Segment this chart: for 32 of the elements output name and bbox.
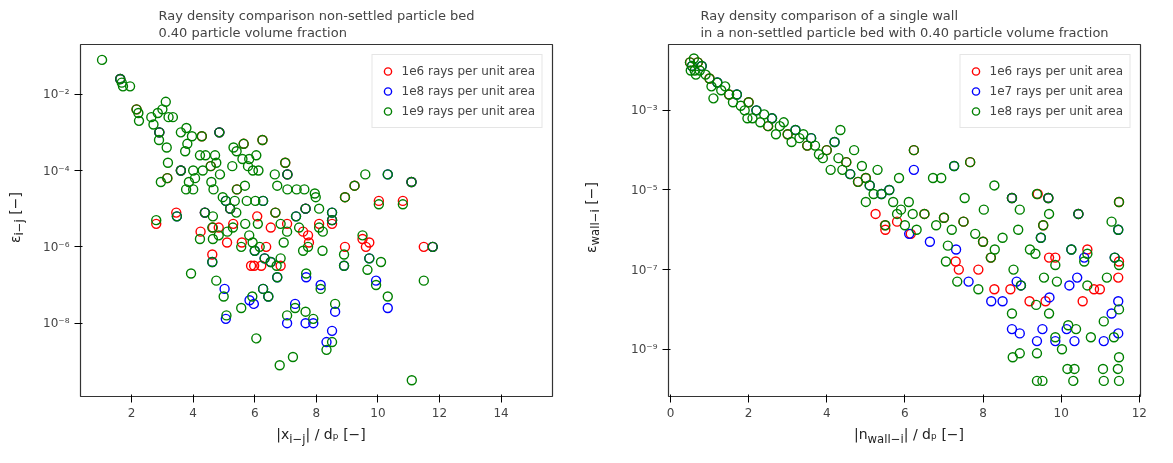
legend-label: 1e8 rays per unit area <box>989 104 1123 118</box>
chart-title: Ray density comparison of a single wall in a non-settled particle bed with 0.40 particle volume fraction <box>700 8 1109 40</box>
y-tick-label: 10⁻⁵ <box>631 182 658 197</box>
x-tick-label: 0 <box>666 405 675 420</box>
x-axis-title: |n$_{wall−i}$| / dₚ [−] <box>853 425 965 448</box>
x-axis-title: |x$_{i−j}$| / dₚ [−] <box>276 425 366 448</box>
y-tick-label: 10⁻⁶ <box>43 239 70 254</box>
x-tick-label: 6 <box>250 405 259 420</box>
x-tick-label: 14 <box>493 405 509 420</box>
x-tick-label: 8 <box>312 405 321 420</box>
legend-label: 1e8 rays per unit area <box>401 84 535 98</box>
x-tick-label: 2 <box>127 405 136 420</box>
y-tick-label: 10⁻⁸ <box>43 316 70 331</box>
x-tick-label: 12 <box>431 405 448 420</box>
y-tick-label: 10⁻⁷ <box>631 262 658 277</box>
x-tick-label: 10 <box>370 405 386 420</box>
x-tick-label: 12 <box>1131 405 1147 420</box>
x-tick-label: 6 <box>901 405 909 420</box>
chart-title: Ray density comparison non-settled particle bed 0.40 particle volume fraction <box>158 8 475 40</box>
x-tick-label: 4 <box>189 405 198 420</box>
x-tick-label: 10 <box>1053 405 1069 420</box>
legend-label: 1e6 rays per unit area <box>989 64 1123 78</box>
y-tick-label: 10⁻⁹ <box>631 342 658 357</box>
x-tick-label: 8 <box>979 405 987 420</box>
legend-label: 1e6 rays per unit area <box>401 64 535 78</box>
x-tick-label: 4 <box>822 405 831 420</box>
legend-label: 1e9 rays per unit area <box>401 104 535 118</box>
x-tick-label: 2 <box>744 405 753 420</box>
legend-label: 1e7 rays per unit area <box>989 84 1123 98</box>
y-tick-label: 10⁻³ <box>631 103 658 118</box>
y-tick-label: 10⁻⁴ <box>43 163 70 178</box>
y-tick-label: 10⁻² <box>43 87 70 102</box>
